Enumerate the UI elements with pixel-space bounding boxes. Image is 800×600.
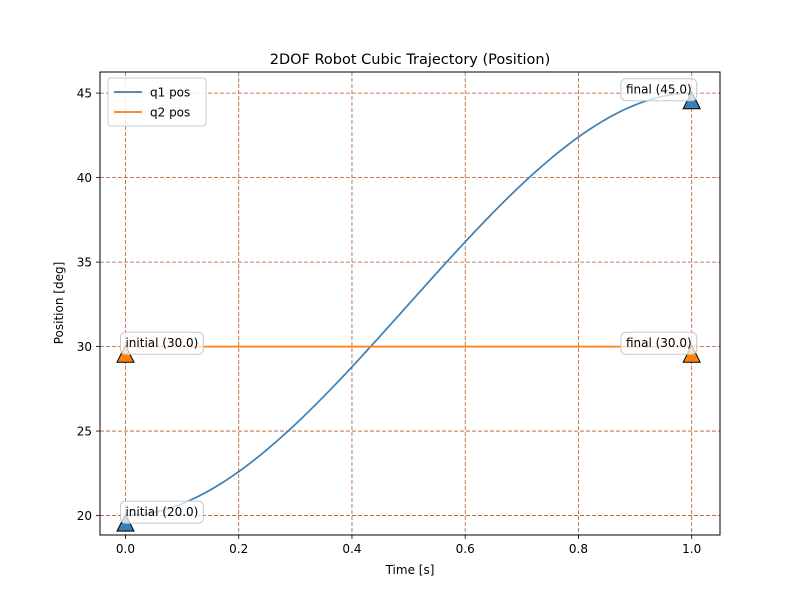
y-tick-label: 45 (77, 87, 92, 101)
y-tick-label: 40 (77, 171, 92, 185)
legend-frame (107, 77, 207, 127)
x-tick-label: 0.6 (456, 542, 475, 556)
x-axis-label: Time [s] (385, 563, 435, 577)
x-tick-label: 0.4 (342, 542, 361, 556)
legend-label-1: q1 pos (150, 86, 190, 100)
x-tick-label: 1.0 (682, 542, 701, 556)
x-tick-label: 0.0 (116, 542, 135, 556)
annotation-box (620, 331, 698, 355)
annotation-box (119, 500, 204, 524)
annotation-box (620, 78, 698, 102)
marker-annotation: initial (30.0) (125, 336, 198, 350)
x-tick-label: 0.2 (229, 542, 248, 556)
y-tick-label: 30 (77, 340, 92, 354)
legend: q1 pos q2 pos (107, 77, 207, 127)
marker-annotation: final (30.0) (626, 336, 692, 350)
legend-label-2: q2 pos (150, 106, 190, 120)
y-axis-label: Position [deg] (52, 262, 66, 345)
chart-title: 2DOF Robot Cubic Trajectory (Position) (270, 52, 551, 68)
marker-annotation: final (45.0) (626, 83, 692, 97)
annotation-box (119, 331, 204, 355)
x-tick-label: 0.8 (569, 542, 588, 556)
y-tick-label: 25 (77, 425, 92, 439)
series-line-1 (125, 92, 692, 517)
endpoint-markers: initial (20.0) final (45.0) initial (30.0)… (116, 78, 701, 532)
y-tick-label: 20 (77, 509, 92, 523)
series-lines (125, 92, 692, 517)
marker-annotation: initial (20.0) (125, 505, 198, 519)
y-tick-label: 35 (77, 256, 92, 270)
axis-ticks: 0.0 0.2 0.4 0.6 0.8 1.0 20 25 30 35 40 45 (77, 87, 702, 556)
plot-frame (99, 71, 721, 536)
